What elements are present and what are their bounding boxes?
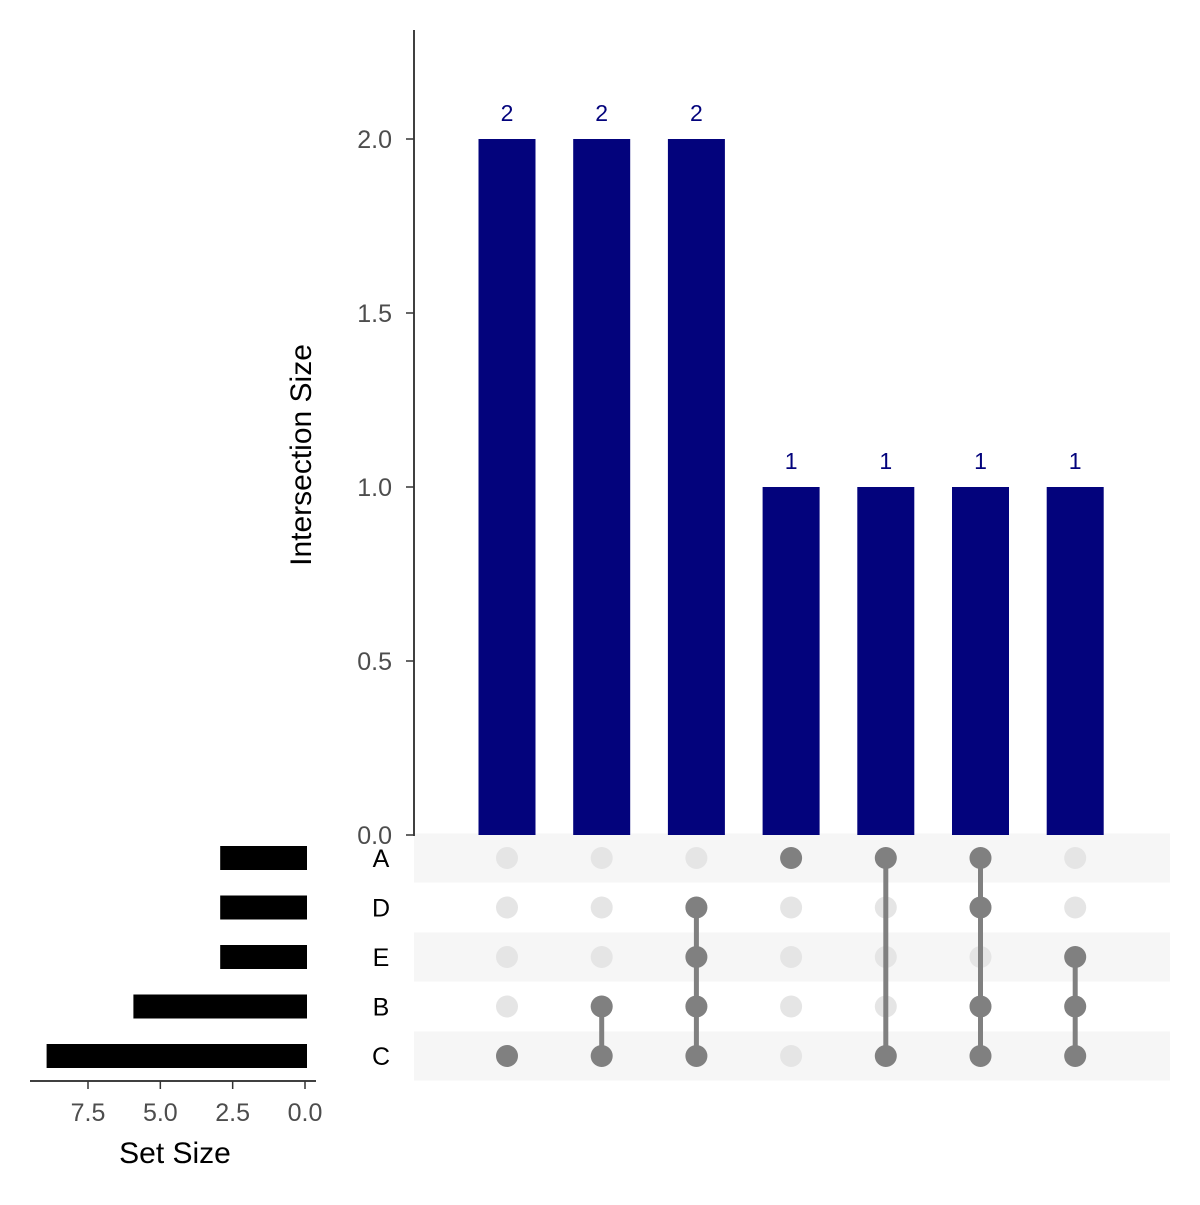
set-size-bar bbox=[220, 895, 307, 920]
bar-label: 1 bbox=[785, 448, 798, 474]
matrix-dot-inactive bbox=[496, 847, 518, 869]
matrix-dot-active bbox=[780, 847, 803, 869]
set-size-tick-label: 2.5 bbox=[215, 1099, 250, 1127]
matrix-dot-inactive bbox=[590, 896, 613, 919]
intersection-bar bbox=[667, 139, 725, 835]
matrix-dot-active bbox=[1064, 946, 1087, 968]
y-tick-label: 0.0 bbox=[357, 822, 392, 850]
set-size-tick-label: 5.0 bbox=[143, 1099, 178, 1127]
matrix-dot-inactive bbox=[780, 896, 803, 919]
matrix-dot-active bbox=[590, 1045, 613, 1067]
set-size-bar bbox=[220, 945, 307, 969]
set-label: A bbox=[373, 845, 390, 873]
intersection-bar bbox=[857, 487, 915, 835]
matrix-dot-active bbox=[969, 1045, 992, 1067]
matrix-dot-active bbox=[969, 995, 992, 1018]
intersection-bar bbox=[952, 487, 1009, 835]
set-size-tick-label: 7.5 bbox=[71, 1099, 106, 1127]
set-label: D bbox=[372, 895, 390, 923]
matrix-dot-active bbox=[969, 896, 992, 919]
bar-label: 2 bbox=[501, 100, 514, 126]
matrix-dot-active bbox=[685, 946, 708, 968]
bar-label: 2 bbox=[690, 100, 703, 126]
matrix-dot-active bbox=[874, 1045, 897, 1067]
matrix-dot-inactive bbox=[1064, 847, 1087, 869]
y-axis-title: Intersection Size bbox=[285, 344, 318, 566]
matrix-dot-active bbox=[590, 995, 613, 1018]
matrix-dot-inactive bbox=[780, 995, 803, 1018]
matrix-dot-inactive bbox=[1064, 896, 1087, 919]
intersection-bar bbox=[478, 139, 536, 835]
set-size-bar bbox=[46, 1044, 307, 1068]
intersection-bar bbox=[762, 487, 820, 835]
y-tick-label: 1.0 bbox=[357, 474, 392, 502]
matrix-dot-active bbox=[685, 1045, 708, 1067]
matrix-dot-inactive bbox=[685, 847, 708, 869]
matrix-dot-inactive bbox=[496, 995, 518, 1018]
matrix-dot-inactive bbox=[780, 1045, 803, 1067]
matrix-dot-active bbox=[685, 896, 708, 919]
set-size-title: Set Size bbox=[119, 1137, 231, 1170]
set-label: C bbox=[372, 1043, 390, 1071]
matrix-dot-inactive bbox=[496, 896, 518, 919]
bar-label: 2 bbox=[595, 100, 608, 126]
set-label: B bbox=[373, 994, 390, 1022]
matrix-dot-active bbox=[1064, 1045, 1087, 1067]
matrix-dot-active bbox=[685, 995, 708, 1018]
matrix-dot-active bbox=[969, 847, 992, 869]
matrix-dot-inactive bbox=[590, 946, 613, 968]
y-tick-label: 2.0 bbox=[357, 126, 392, 154]
bar-label: 1 bbox=[974, 448, 987, 474]
y-tick-label: 1.5 bbox=[357, 300, 392, 328]
matrix-dot-active bbox=[496, 1045, 518, 1067]
matrix-dot-active bbox=[1064, 995, 1087, 1018]
matrix-dot-inactive bbox=[780, 946, 803, 968]
intersection-bar bbox=[573, 139, 631, 835]
y-tick-label: 0.5 bbox=[357, 648, 392, 676]
matrix-dot-active bbox=[874, 847, 897, 869]
set-label: E bbox=[373, 944, 390, 972]
bar-label: 1 bbox=[1069, 448, 1082, 474]
matrix-dot-inactive bbox=[496, 946, 518, 968]
intersection-bar bbox=[1046, 487, 1104, 835]
set-size-bar bbox=[220, 846, 307, 870]
bar-label: 1 bbox=[879, 448, 892, 474]
set-size-tick-label: 0.0 bbox=[288, 1099, 323, 1127]
set-size-bar bbox=[133, 994, 307, 1019]
matrix-dot-inactive bbox=[590, 847, 613, 869]
